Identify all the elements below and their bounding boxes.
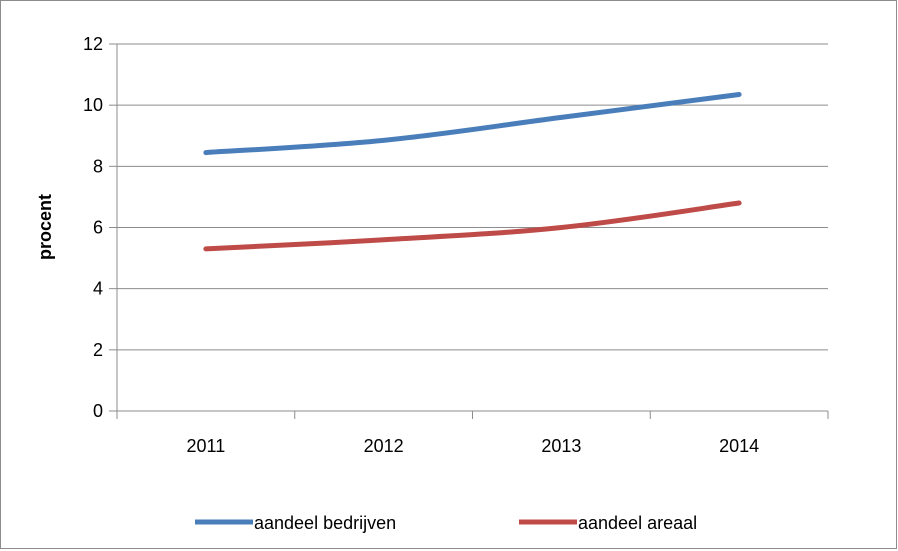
gridlines — [117, 43, 828, 351]
tick-labels: 0 2 4 6 8 10 12 2011 2012 2013 2014 — [83, 34, 759, 456]
series-line-2 — [203, 200, 742, 252]
x-tick-label: 2012 — [364, 436, 404, 456]
x-tick-label: 2013 — [541, 436, 581, 456]
series-line-1 — [203, 91, 742, 156]
y-tick-label: 0 — [93, 401, 103, 421]
y-tick-label: 6 — [93, 218, 103, 238]
legend-label-1: aandeel bedrijven — [254, 513, 396, 533]
y-tick-label: 10 — [83, 95, 103, 115]
legend: aandeel bedrijven aandeel areaal — [195, 513, 697, 533]
y-axis-title: procent — [35, 194, 55, 260]
y-tick-label: 2 — [93, 340, 103, 360]
y-tick-label: 4 — [93, 279, 103, 299]
y-tick-label: 8 — [93, 156, 103, 176]
series-layer — [203, 91, 742, 252]
axes — [109, 43, 829, 419]
legend-label-2: aandeel areaal — [578, 513, 697, 533]
x-tick-label: 2011 — [187, 436, 226, 456]
x-tick-label: 2014 — [719, 436, 759, 456]
y-tick-label: 12 — [83, 34, 103, 54]
